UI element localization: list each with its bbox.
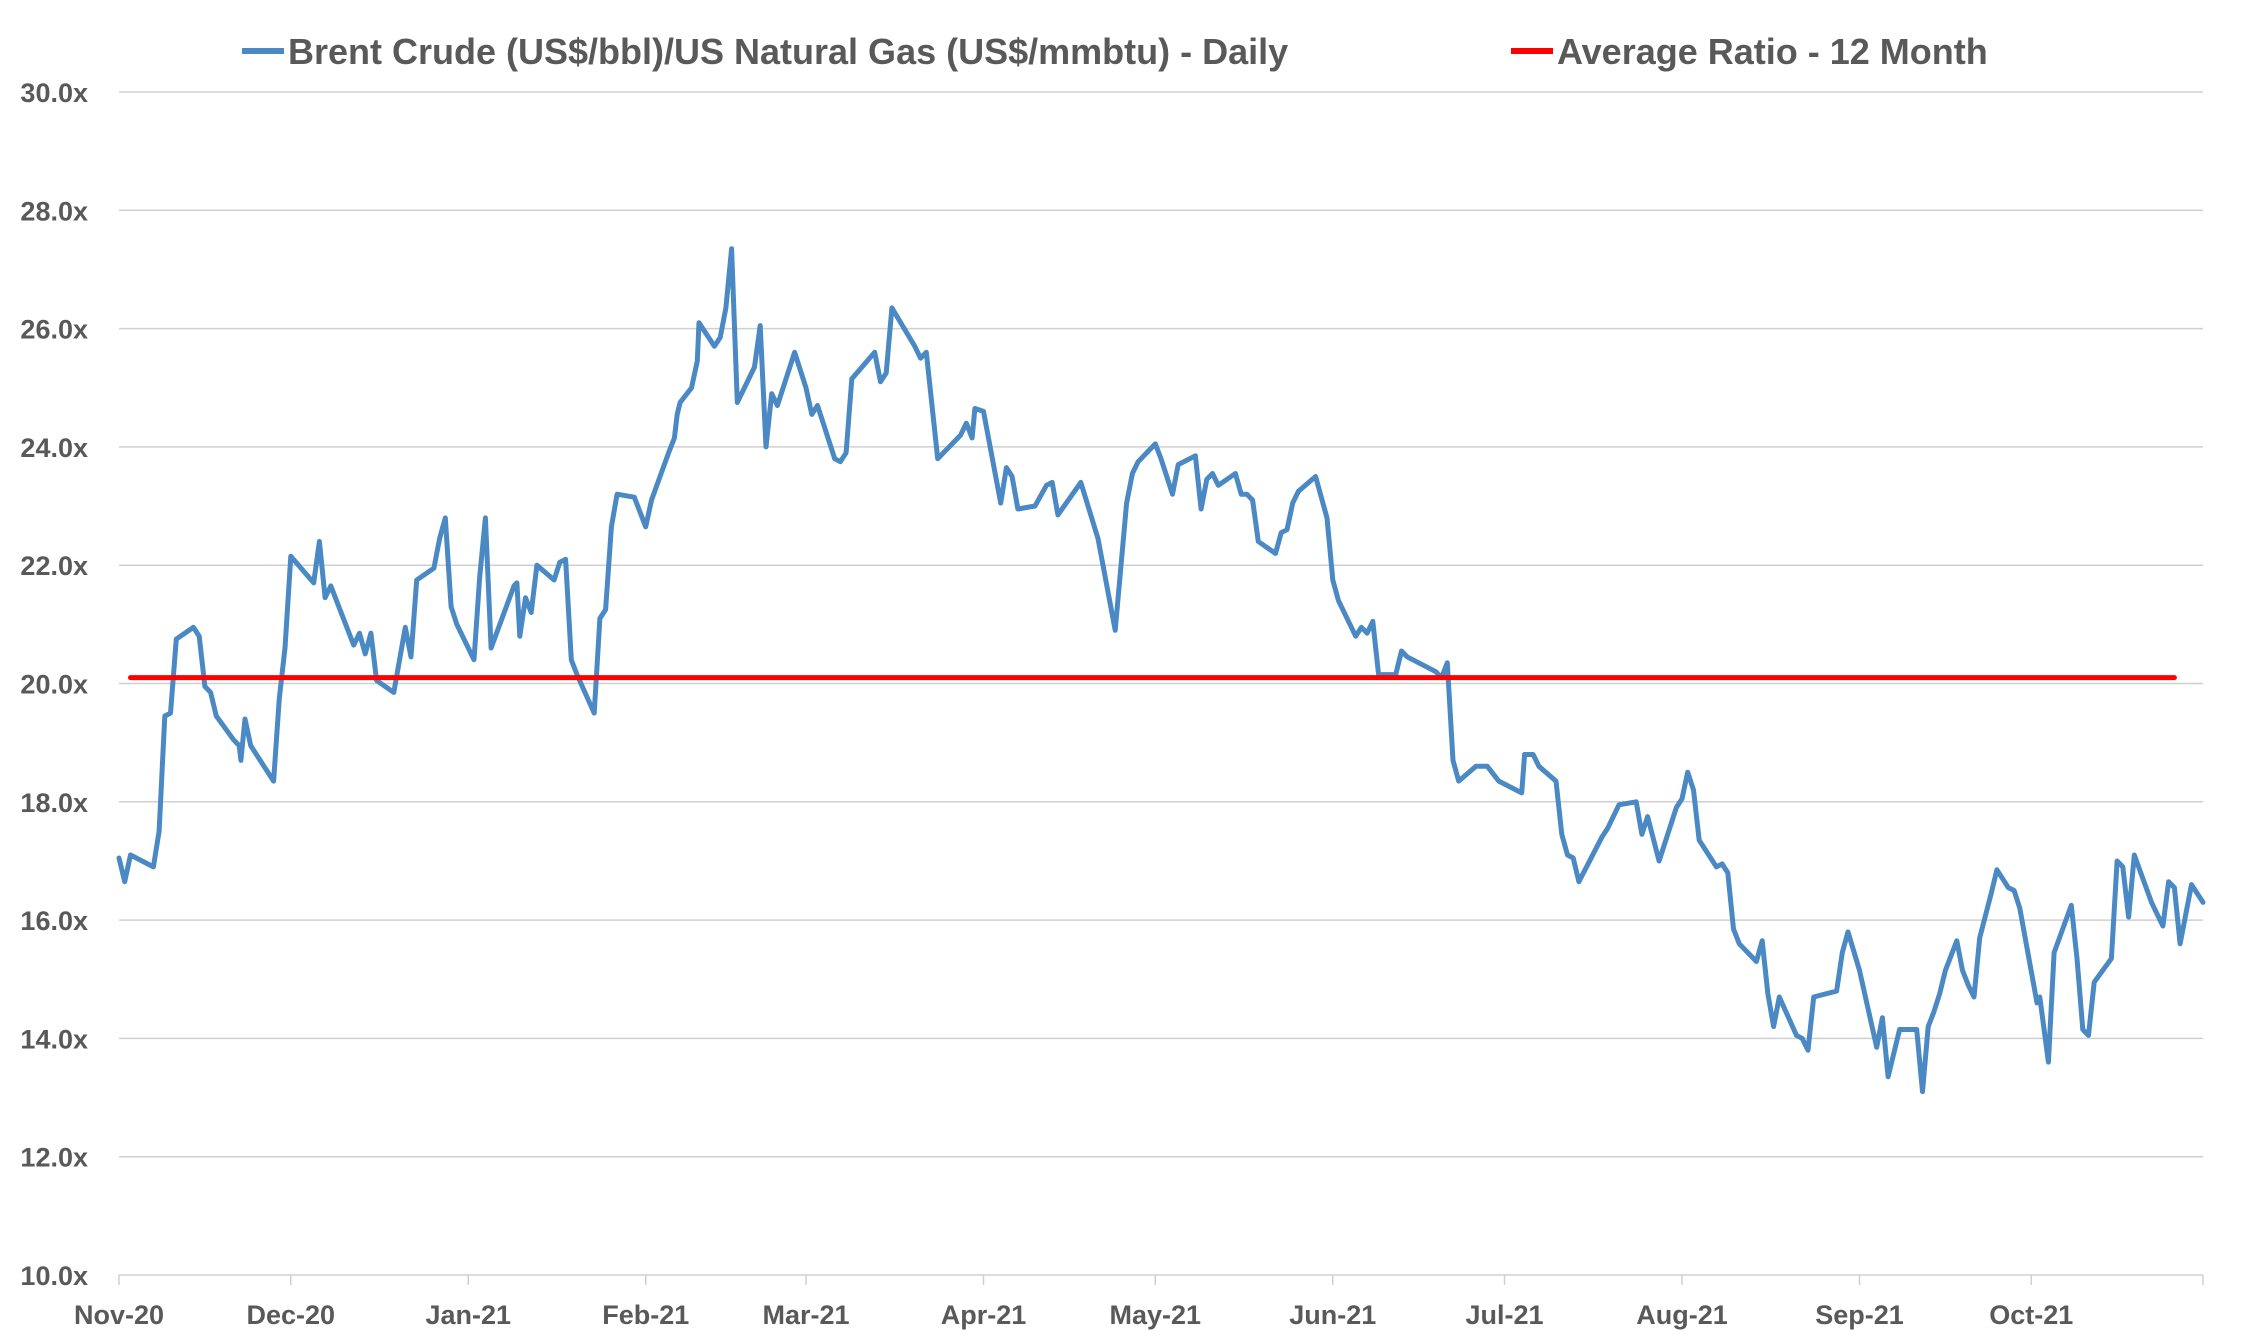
y-tick-label: 16.0x [20, 906, 88, 936]
legend-label-brent-gas-ratio: Brent Crude (US$/bbl)/US Natural Gas (US… [288, 31, 1288, 72]
x-tick-label: Dec-20 [246, 1300, 335, 1330]
x-tick-label: Mar-21 [763, 1300, 850, 1330]
y-tick-label: 18.0x [20, 788, 88, 818]
y-tick-label: 26.0x [20, 315, 88, 345]
x-axis [118, 1275, 2204, 1285]
y-tick-label: 20.0x [20, 670, 88, 700]
y-tick-label: 10.0x [20, 1261, 88, 1291]
y-tick-label: 30.0x [20, 78, 88, 108]
y-tick-label: 14.0x [20, 1024, 88, 1054]
x-tick-label: Jul-21 [1465, 1300, 1543, 1330]
x-axis-tick-labels: Nov-20 Dec-20 Jan-21 Feb-21 Mar-21 Apr-21 May-… [74, 1300, 2073, 1330]
x-tick-label: Apr-21 [941, 1300, 1027, 1330]
series-line-brent-gas-ratio [116, 246, 2206, 1095]
x-tick-label: Aug-21 [1636, 1300, 1728, 1330]
x-tick-label: Nov-20 [74, 1300, 164, 1330]
y-axis-tick-labels: 10.0x 12.0x 14.0x 16.0x 18.0x 20.0x 22.0x 24.0x… [20, 78, 88, 1291]
x-tick-label: Oct-21 [1989, 1300, 2073, 1330]
x-tick-label: Jun-21 [1289, 1300, 1376, 1330]
gridlines [119, 91, 2203, 1276]
y-tick-label: 24.0x [20, 433, 88, 463]
legend: Brent Crude (US$/bbl)/US Natural Gas (US… [242, 31, 1988, 72]
x-tick-label: Jan-21 [425, 1300, 511, 1330]
x-tick-label: May-21 [1110, 1300, 1202, 1330]
y-tick-label: 12.0x [20, 1143, 88, 1173]
y-tick-label: 22.0x [20, 551, 88, 581]
x-tick-label: Sep-21 [1815, 1300, 1904, 1330]
y-tick-label: 28.0x [20, 196, 88, 226]
legend-label-average-ratio: Average Ratio - 12 Month [1557, 31, 1988, 72]
x-tick-label: Feb-21 [602, 1300, 689, 1330]
series-lines [116, 246, 2206, 1095]
